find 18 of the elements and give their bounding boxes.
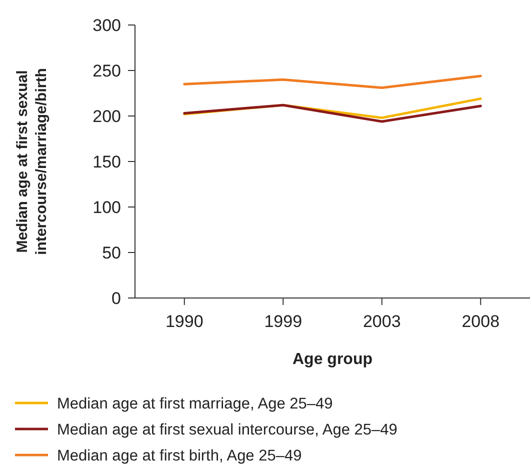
x-tick-label: 2008 — [462, 312, 500, 331]
line-series — [183, 74, 482, 90]
legend-label: Median age at first sexual intercourse, Age 25–49 — [57, 421, 398, 438]
y-tick-label: 150 — [92, 152, 121, 172]
y-tick-label: 100 — [92, 198, 121, 217]
x-tick-label: 2003 — [362, 312, 401, 331]
y-tick-label: 50 — [102, 243, 121, 262]
x-tick-label: 1990 — [165, 312, 204, 331]
legend-label: Median age at first birth, Age 25–49 — [57, 447, 302, 464]
line-series — [183, 104, 482, 123]
y-axis-title: Median age at first sexual intercourse/marriage/birth — [14, 68, 50, 255]
y-tick-label: 200 — [92, 106, 121, 126]
x-axis-title: Age group — [292, 351, 373, 368]
y-tick-label: 250 — [92, 61, 121, 80]
x-tick-label: 1999 — [264, 312, 302, 331]
legend-label: Median age at first marriage, Age 25–49 — [57, 395, 333, 412]
y-tick-label: 0 — [112, 288, 121, 308]
y-tick-label: 300 — [92, 16, 121, 35]
